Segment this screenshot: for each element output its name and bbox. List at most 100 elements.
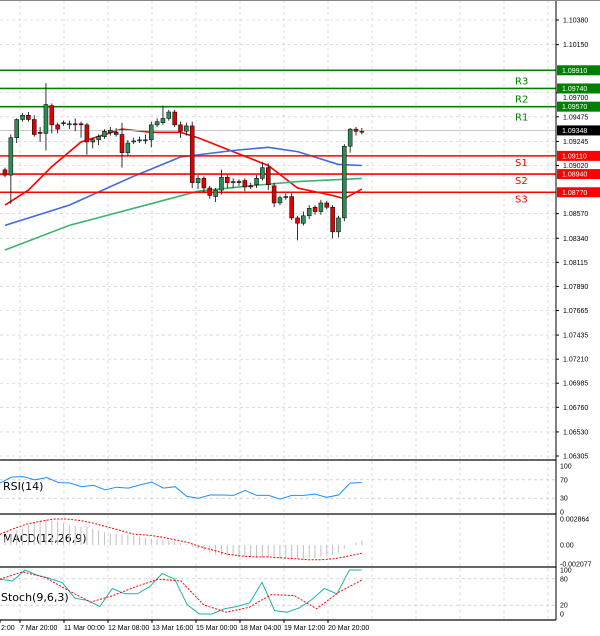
candle <box>225 175 230 188</box>
candle <box>277 195 283 206</box>
candle-bullish <box>219 177 224 191</box>
time-tick-label: 7 Mar 20:00 <box>20 625 57 632</box>
price-tick-label: 1.09245 <box>563 139 588 146</box>
candle <box>318 199 324 215</box>
candle-bullish <box>8 137 14 176</box>
price-tick-label: 1.07435 <box>563 333 588 340</box>
candle-bearish <box>78 123 84 126</box>
level-price-label: 1.09110 <box>562 153 587 160</box>
candle <box>67 120 72 130</box>
candle-bearish <box>207 187 212 196</box>
level-price-label: 1.09910 <box>562 68 587 75</box>
candle <box>2 167 8 178</box>
level-price-label: 1.09570 <box>562 104 587 111</box>
stoch-label: Stoch(9,6,3) <box>1 591 69 604</box>
candle-bullish <box>67 123 72 126</box>
price-tick-label: 1.06985 <box>563 381 588 388</box>
price-tick-label: 1.10150 <box>563 42 588 49</box>
time-tick-label: 13 Mar 16:00 <box>152 625 193 632</box>
moving-averages <box>4 128 363 251</box>
candle <box>55 122 60 134</box>
candle-bearish <box>312 206 318 212</box>
candle <box>260 162 265 181</box>
candle-bullish <box>125 142 131 153</box>
stoch-tick-label: 0 <box>560 612 564 619</box>
price-tick-label: 1.06530 <box>563 429 588 436</box>
candle-bearish <box>201 178 207 189</box>
candle-bearish <box>295 217 300 224</box>
time-tick-label: 12 Mar 08:00 <box>108 625 149 632</box>
candle-bullish <box>14 119 19 138</box>
candle <box>184 122 189 136</box>
macd-signal-line <box>0 518 362 561</box>
candle <box>61 120 66 126</box>
candle <box>20 113 25 122</box>
candle-bullish <box>131 140 136 143</box>
candle <box>330 205 335 239</box>
rsi-tick-label: 100 <box>560 464 572 471</box>
candle-bearish <box>189 125 195 183</box>
price-tick-label: 1.09475 <box>563 114 588 121</box>
candle <box>213 187 218 202</box>
candle <box>189 121 195 188</box>
candle-bullish <box>108 129 113 133</box>
candle <box>347 128 353 153</box>
price-tick-label: 1.06760 <box>563 405 588 412</box>
level-name-s3: S3 <box>515 194 528 205</box>
candle <box>166 109 172 121</box>
candle-bearish <box>84 124 90 143</box>
candle-bearish <box>225 177 230 183</box>
level-price-box <box>557 101 600 112</box>
candle-bearish <box>119 134 125 153</box>
candle-bearish <box>353 128 359 132</box>
level-name-r1: R1 <box>515 113 528 124</box>
candle <box>108 126 113 136</box>
candle-bullish <box>254 178 259 186</box>
candle <box>301 211 306 226</box>
candle <box>195 175 201 190</box>
candle-bearish <box>248 185 253 188</box>
level-name-r3: R3 <box>515 76 528 87</box>
moving-average-line <box>4 128 363 206</box>
grid <box>0 0 556 620</box>
candle <box>248 182 253 190</box>
candle-bearish <box>178 124 183 132</box>
rsi-tick-label: 70 <box>560 477 568 484</box>
candle <box>266 163 271 191</box>
macd-tick-label: 0.00 <box>560 543 574 550</box>
candle-bullish <box>102 131 107 137</box>
candle <box>242 178 248 192</box>
candle-bearish <box>37 132 43 134</box>
candle-bullish <box>149 124 154 141</box>
candle <box>78 121 84 138</box>
price-tick-label: 1.09700 <box>563 95 588 102</box>
candle <box>324 200 329 210</box>
candle <box>32 115 37 137</box>
candle <box>72 118 78 132</box>
candle-bullish <box>96 136 101 141</box>
level-price-box <box>557 150 600 161</box>
candle <box>306 205 312 220</box>
candle <box>8 134 14 205</box>
current-price-label: 1.09348 <box>562 128 587 135</box>
stoch-tick-label: 20 <box>560 603 568 610</box>
candle-bearish <box>236 181 242 183</box>
candle <box>90 137 95 149</box>
level-price-box <box>557 83 600 94</box>
price-tick-label: 1.07890 <box>563 284 588 291</box>
candle <box>125 139 131 156</box>
macd-panel: MACD(12,26,9) <box>0 518 363 561</box>
candle <box>342 144 347 222</box>
candle <box>160 105 166 125</box>
stochastic-panel: Stoch(9,6,3) <box>0 569 556 615</box>
price-tick-label: 1.08115 <box>563 260 588 267</box>
candle <box>96 134 101 146</box>
time-tick-label: 18 Mar 04:00 <box>240 625 281 632</box>
candle-bullish <box>43 104 49 134</box>
candle <box>172 109 177 127</box>
price-tick-label: 1.08570 <box>563 211 588 218</box>
candle <box>49 103 55 134</box>
moving-average-line <box>4 177 362 251</box>
price-tick-label: 1.06305 <box>563 454 588 461</box>
